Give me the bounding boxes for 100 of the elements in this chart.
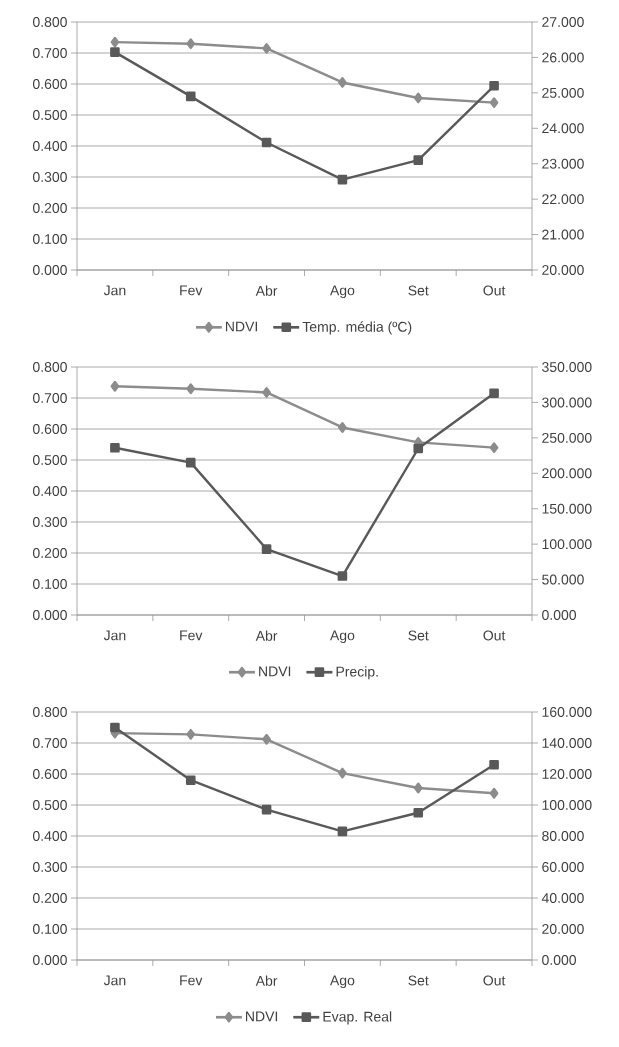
y2-tick-label: 120.000 [542, 769, 592, 779]
point [186, 728, 196, 740]
y2-tick-label: 40.000 [541, 893, 584, 903]
x-tick-label: Out [483, 975, 506, 986]
point [262, 42, 271, 54]
point [110, 47, 120, 57]
y2-tick-label: 27.000 [542, 17, 584, 27]
y-tick-label: 0.300 [32, 517, 67, 527]
y2-tick-label: 0.000 [542, 610, 577, 620]
x-tick-label: Set [408, 630, 429, 641]
y2-tick-label: 21.000 [542, 229, 584, 240]
y-tick-label: 0.600 [32, 79, 67, 89]
point [262, 387, 271, 398]
legend-label: Evap. Real [323, 1011, 392, 1025]
y2-tick-label: 200.000 [542, 468, 592, 479]
point [110, 36, 120, 48]
point [185, 775, 196, 786]
y-tick-label: 0.800 [32, 17, 67, 27]
y-tick-label: 0.200 [32, 893, 67, 903]
y2-tick-label: 60.000 [542, 862, 584, 872]
y2-tick-label: 50.000 [542, 574, 584, 585]
y-tick-label: 0.800 [32, 362, 67, 372]
y2-tick-label: 250.000 [542, 432, 592, 443]
point [338, 767, 347, 779]
legend-label: NDVI [246, 1011, 278, 1022]
y2-tick-label: 20.000 [542, 924, 584, 934]
x-tick-label: Jan [103, 630, 126, 641]
legend-label: Temp. média (ºC) [302, 321, 412, 335]
x-tick-label: Out [483, 630, 506, 641]
legend-label: Precip. [336, 666, 378, 680]
x-tick-label: Set [408, 285, 429, 296]
x-tick-label: Fev [180, 285, 203, 296]
legend-label: NDVI [259, 666, 291, 677]
y-tick-label: 0.700 [32, 738, 67, 748]
y-tick-label: 0.500 [32, 110, 67, 120]
point [338, 422, 347, 433]
x-tick-label: Fev [180, 630, 203, 641]
point [413, 443, 424, 454]
y2-tick-label: 23.000 [542, 158, 584, 169]
point [489, 442, 499, 453]
point [489, 80, 499, 91]
y-tick-label: 0.200 [32, 548, 67, 558]
x-tick-label: Abr [255, 285, 278, 296]
y2-tick-label: 300.000 [542, 397, 592, 408]
y-tick-label: 0.000 [32, 265, 67, 275]
y-tick-label: 0.500 [32, 455, 67, 465]
y2-tick-label: 140.000 [542, 738, 592, 748]
x-tick-label: Out [483, 285, 506, 296]
point [337, 174, 348, 185]
y2-tick-label: 20.000 [542, 265, 584, 275]
y-tick-label: 0.300 [32, 862, 67, 872]
point [261, 804, 272, 815]
y-tick-label: 0.600 [32, 769, 67, 779]
x-tick-label: Set [408, 975, 429, 986]
x-tick-label: Abr [255, 975, 278, 986]
point [186, 383, 196, 395]
point [413, 155, 424, 165]
y-tick-label: 0.700 [32, 48, 67, 58]
y-tick-label: 0.400 [32, 831, 67, 841]
y-tick-label: 0.400 [32, 486, 67, 496]
y-tick-label: 0.700 [32, 393, 67, 403]
y-tick-label: 0.800 [32, 707, 67, 717]
point [186, 38, 196, 50]
x-tick-label: Jan [103, 285, 126, 296]
y-tick-label: 0.100 [32, 579, 67, 589]
point [338, 77, 347, 88]
x-tick-label: Ago [329, 975, 355, 989]
point [413, 807, 424, 818]
point [337, 826, 348, 837]
y-tick-label: 0.400 [32, 141, 67, 151]
point [489, 388, 499, 399]
point [110, 722, 120, 733]
point [489, 787, 499, 799]
y-tick-label: 0.000 [32, 610, 67, 620]
y2-tick-label: 25.000 [542, 87, 584, 98]
point [413, 92, 423, 104]
point [489, 759, 499, 770]
x-tick-label: Ago [329, 630, 355, 644]
x-tick-label: Ago [329, 285, 355, 299]
y2-tick-label: 80.000 [542, 831, 584, 841]
y-tick-label: 0.200 [32, 203, 67, 213]
y-tick-label: 0.500 [32, 800, 67, 810]
y-tick-label: 0.300 [32, 172, 67, 182]
x-tick-label: Abr [255, 630, 278, 641]
point [261, 137, 272, 148]
y2-tick-label: 22.000 [542, 194, 584, 205]
y-tick-label: 0.100 [32, 234, 67, 244]
y2-tick-label: 100.000 [542, 539, 592, 550]
y2-tick-label: 350.000 [542, 362, 592, 372]
point [110, 380, 120, 392]
y-tick-label: 0.000 [32, 955, 67, 965]
point [185, 91, 196, 102]
x-tick-label: Jan [103, 975, 126, 986]
point [261, 544, 272, 554]
point [110, 442, 120, 453]
y2-tick-label: 0.000 [542, 955, 577, 965]
y-tick-label: 0.100 [32, 924, 67, 934]
y2-tick-label: 150.000 [542, 503, 592, 514]
y2-tick-label: 100.000 [542, 800, 592, 810]
point [262, 733, 271, 745]
